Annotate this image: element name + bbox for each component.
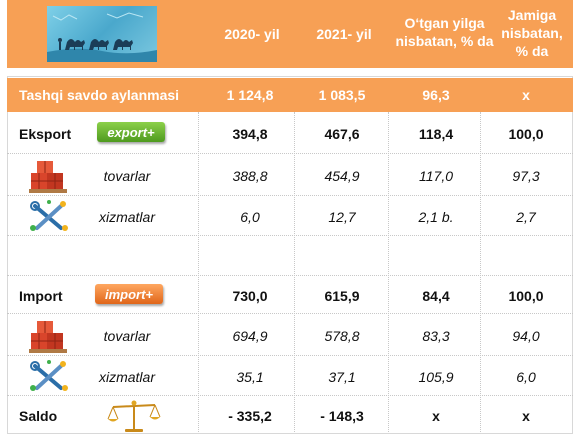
stacked-crates-icon [27, 159, 69, 200]
value-2021: 12,7 [328, 208, 356, 225]
table-row-import: Import import+ 730,0 615,9 84,4 100,0 [7, 278, 573, 314]
value-2020: 394,8 [232, 125, 268, 142]
row-label: Import [19, 287, 63, 304]
value-ratio: 84,4 [422, 287, 450, 304]
value-2020: 730,0 [232, 287, 268, 304]
import-tag-icon: import+ [95, 284, 163, 304]
value-share: 97,3 [512, 167, 540, 184]
header-2020: 2020- yil [224, 26, 280, 42]
value-2020: 1 124,8 [226, 87, 274, 103]
header-2021: 2021- yil [316, 26, 372, 42]
value-share: 6,0 [516, 368, 536, 385]
stacked-crates-icon [27, 319, 69, 360]
header-share-line1: Jamiga [507, 7, 557, 23]
table-row-export-goods: tovarlar 388,8 454,9 117,0 97,3 [7, 156, 573, 196]
row-label: Saldo [19, 408, 58, 424]
value-ratio: 83,3 [422, 327, 450, 344]
value-ratio: 2,1 b. [418, 208, 454, 225]
header-ratio-line1: O‘tgan yilga [404, 15, 485, 31]
value-2020: 694,9 [232, 327, 268, 344]
value-2021: - 148,3 [320, 408, 364, 424]
table-row-import-services: xizmatlar 35,1 37,1 105,9 6,0 [7, 358, 573, 396]
column-divider [198, 112, 199, 432]
value-2021: 615,9 [324, 287, 360, 304]
row-label: xizmatlar [98, 208, 155, 225]
value-2021: 37,1 [328, 368, 356, 385]
column-divider [294, 112, 295, 432]
table-row-import-goods: tovarlar 694,9 578,8 83,3 94,0 [7, 316, 573, 356]
value-share: 100,0 [508, 125, 544, 142]
table-row-spacer [7, 238, 573, 276]
value-ratio: x [432, 408, 440, 424]
row-label: xizmatlar [98, 368, 155, 385]
header-share: Jamiga nisbatan, % da [491, 6, 573, 60]
value-share: 2,7 [516, 208, 536, 225]
balance-scale-icon [107, 399, 161, 438]
column-divider [388, 112, 389, 432]
value-ratio: 96,3 [422, 87, 450, 103]
row-label: Eksport [19, 125, 72, 142]
value-2021: 578,8 [324, 327, 360, 344]
table-row-total: Tashqi savdo aylanmasi 1 124,8 1 083,5 9… [7, 78, 573, 112]
row-label: tovarlar [103, 167, 151, 184]
table-frame [7, 76, 573, 434]
value-2021: 454,9 [324, 167, 360, 184]
value-2020: 6,0 [240, 208, 260, 225]
value-2021: 467,6 [324, 125, 360, 142]
value-share: 94,0 [512, 327, 540, 344]
camel-caravan-image [47, 6, 157, 62]
table-row-saldo: Saldo - 335,2 - 148,3 x x [7, 398, 573, 434]
value-share: x [522, 408, 530, 424]
value-share: 100,0 [508, 287, 544, 304]
header-share-line3: % da [515, 43, 549, 59]
value-ratio: 105,9 [418, 368, 454, 385]
value-share: x [522, 87, 530, 103]
table-row-export-services: xizmatlar 6,0 12,7 2,1 b. 2,7 [7, 198, 573, 236]
header-ratio-line2: nisbatan, % da [395, 33, 494, 49]
value-2020: - 335,2 [228, 408, 272, 424]
value-2020: 388,8 [232, 167, 268, 184]
table-row-export: Eksport export+ 394,8 467,6 118,4 100,0 [7, 114, 573, 154]
value-2020: 35,1 [236, 368, 264, 385]
header-ratio: O‘tgan yilga nisbatan, % da [392, 14, 497, 50]
export-tag-icon: export+ [97, 122, 165, 142]
header-share-line2: nisbatan, [501, 25, 563, 41]
row-label: tovarlar [103, 327, 151, 344]
row-label: Tashqi savdo aylanmasi [19, 87, 180, 103]
value-ratio: 118,4 [418, 125, 454, 142]
tools-gears-icon [29, 200, 69, 239]
column-divider [480, 112, 481, 432]
table-header: 2020- yil 2021- yil O‘tgan yilga nisbata… [7, 0, 573, 68]
value-2021: 1 083,5 [318, 87, 366, 103]
tools-gears-icon [29, 360, 69, 399]
value-ratio: 117,0 [419, 167, 453, 184]
